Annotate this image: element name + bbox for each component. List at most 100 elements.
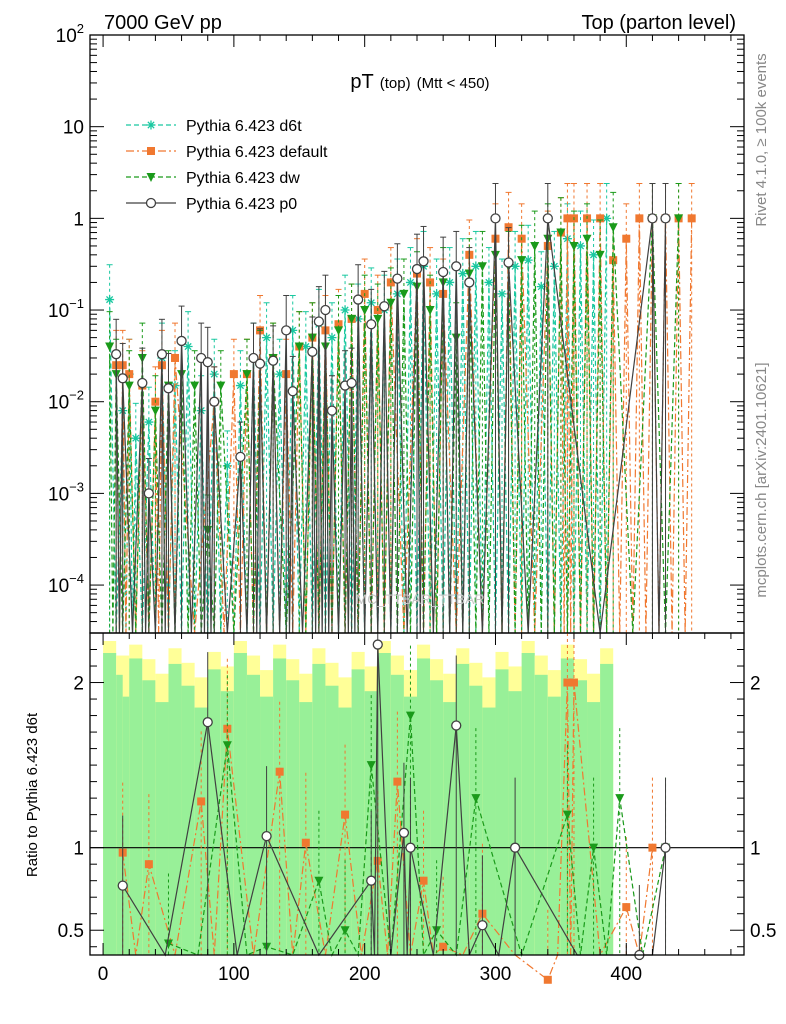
point-p0 xyxy=(287,386,298,397)
y-tick-label: 10−1 xyxy=(48,296,84,322)
mcplots-label: mcplots.cern.ch [arXiv:2401.10621] xyxy=(753,362,770,597)
x-tick-label: 300 xyxy=(480,964,512,985)
point-dw xyxy=(150,406,160,416)
y-tick-exp: −1 xyxy=(69,296,84,311)
point-p0 xyxy=(209,396,220,407)
ratio-point-p0 xyxy=(660,842,671,853)
point-p0 xyxy=(235,451,246,463)
point-d6t xyxy=(235,381,245,391)
ratio-point-default xyxy=(393,777,402,786)
ratio-point-p0 xyxy=(117,880,128,891)
legend-label-dw: Pythia 6.423 dw xyxy=(186,170,300,187)
point-p0 xyxy=(143,488,155,499)
legend: Pythia 6.423 d6t Pythia 6.423 default Pyth… xyxy=(126,118,328,213)
ratio-band-green xyxy=(155,702,169,955)
ratio-point-dw xyxy=(405,711,415,721)
legend-marker-d6t xyxy=(146,120,156,130)
point-p0 xyxy=(281,325,292,336)
point-d6t xyxy=(576,241,585,251)
ratio-y-tick-label-right: 0.5 xyxy=(750,921,776,942)
ratio-point-p0 xyxy=(398,827,410,838)
point-p0 xyxy=(366,319,377,330)
ratio-point-default xyxy=(301,838,310,847)
ratio-point-p0 xyxy=(477,920,488,931)
ratio-band-green xyxy=(233,653,247,955)
point-default xyxy=(171,353,180,362)
point-default xyxy=(334,320,343,329)
ratio-point-p0 xyxy=(405,842,416,853)
point-d6t xyxy=(262,333,272,343)
x-tick-label: 400 xyxy=(610,964,642,985)
ratio-band-green xyxy=(286,680,300,955)
point-dw xyxy=(347,314,357,324)
ratio-point-dw xyxy=(562,810,572,820)
rivet-label: Rivet 4.1.0, ≥ 100k events xyxy=(753,53,770,226)
point-p0 xyxy=(660,213,671,224)
legend-marker-p0 xyxy=(145,197,157,209)
y-tick-label: 10−2 xyxy=(48,388,84,414)
point-dw xyxy=(595,250,605,260)
ratio-point-default xyxy=(144,860,153,869)
ratio-band-green xyxy=(194,707,208,955)
plot-title-sub1: (top) xyxy=(380,75,411,92)
point-d6t xyxy=(288,325,298,335)
point-p0 xyxy=(352,294,364,305)
ratio-point-p0 xyxy=(202,717,213,728)
ratio-point-dw xyxy=(163,939,173,949)
plot-title-main: pT xyxy=(350,71,373,93)
legend-label-d6t: Pythia 6.423 d6t xyxy=(186,118,302,135)
ratio-point-default xyxy=(648,843,657,852)
point-d6t xyxy=(340,305,350,315)
point-d6t xyxy=(471,261,481,271)
point-p0 xyxy=(307,346,318,357)
ratio-point-p0 xyxy=(366,875,377,886)
point-p0 xyxy=(248,352,259,364)
point-d6t xyxy=(445,277,455,287)
point-dw xyxy=(477,262,487,272)
ratio-band-green xyxy=(325,685,339,955)
point-p0 xyxy=(267,355,279,366)
point-d6t xyxy=(183,342,193,352)
ratio-band-green xyxy=(273,658,287,955)
ratio-band-green xyxy=(521,653,535,955)
point-d6t xyxy=(510,261,520,271)
point-p0 xyxy=(418,256,429,267)
ratio-band-green xyxy=(207,669,221,955)
ratio-band-green xyxy=(103,653,117,955)
y-tick-exp: 2 xyxy=(77,21,84,36)
point-dw xyxy=(425,306,435,316)
ratio-point-default xyxy=(197,797,206,806)
point-p0 xyxy=(176,335,187,347)
y-tick-base: 10 xyxy=(56,26,77,47)
ratio-band-green xyxy=(129,658,143,955)
ratio-y-tick-label-right: 2 xyxy=(750,674,761,695)
y-tick-label: 10−4 xyxy=(48,571,84,597)
point-d6t xyxy=(523,255,533,265)
ratio-point-dw xyxy=(471,794,481,804)
point-dw xyxy=(124,381,134,391)
point-dw xyxy=(216,381,226,391)
point-d6t xyxy=(602,213,612,223)
point-dw xyxy=(334,326,344,336)
ratio-point-p0 xyxy=(372,639,383,650)
point-dw xyxy=(608,223,618,233)
ratio-y-tick-label-left: 1 xyxy=(73,839,84,860)
point-p0 xyxy=(163,383,174,394)
ratio-point-dw xyxy=(222,741,232,751)
point-dw xyxy=(399,289,409,299)
point-p0 xyxy=(202,357,213,368)
ratio-point-dw xyxy=(589,843,599,853)
ratio-ylabel: Ratio to Pythia 6.423 d6t xyxy=(24,712,41,877)
ratio-band-green xyxy=(600,663,614,955)
point-d6t xyxy=(275,369,285,379)
series-dw xyxy=(105,182,684,634)
point-d6t xyxy=(144,417,154,427)
point-p0 xyxy=(542,213,553,224)
point-p0 xyxy=(117,373,128,384)
point-p0 xyxy=(647,213,658,224)
ratio-band-green xyxy=(443,702,457,955)
ratio-point-default xyxy=(622,903,631,912)
point-p0 xyxy=(451,261,462,272)
point-dw xyxy=(294,342,304,352)
